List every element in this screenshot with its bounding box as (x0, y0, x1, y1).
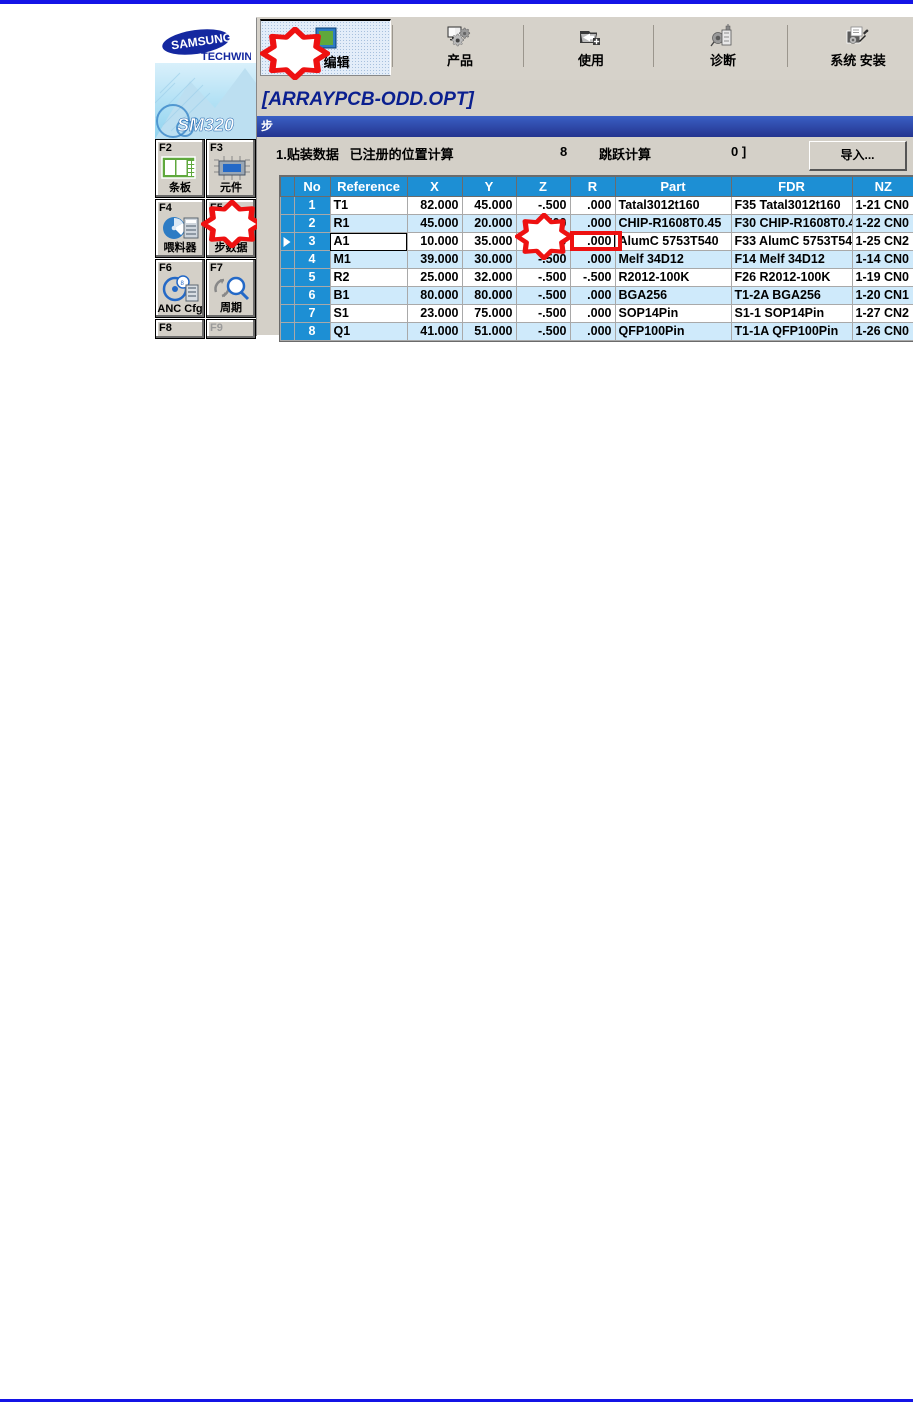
svg-text:SM320: SM320 (177, 115, 234, 135)
svg-text:TECHWIN: TECHWIN (201, 51, 251, 63)
